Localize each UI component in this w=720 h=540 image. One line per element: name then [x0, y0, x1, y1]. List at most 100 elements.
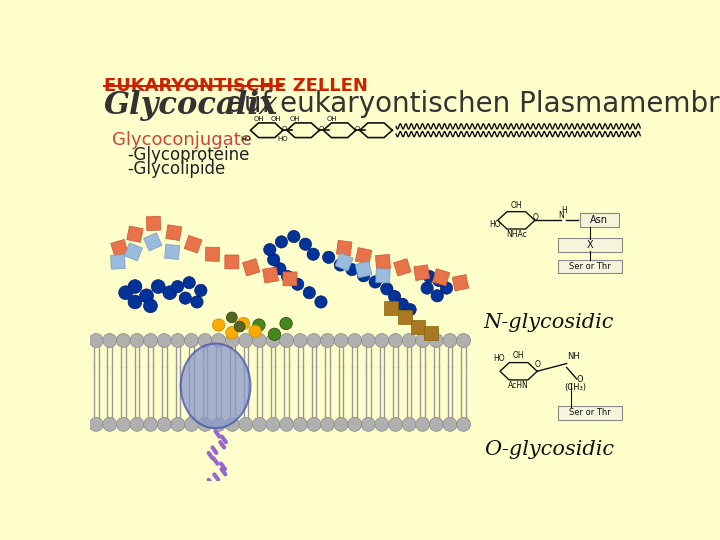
Circle shape	[225, 334, 239, 347]
Circle shape	[404, 303, 416, 316]
Circle shape	[249, 325, 261, 338]
Circle shape	[89, 417, 103, 431]
Circle shape	[357, 269, 370, 282]
Text: O: O	[533, 213, 539, 222]
Circle shape	[144, 334, 158, 347]
Circle shape	[226, 312, 238, 323]
Bar	[355, 247, 372, 264]
Circle shape	[171, 417, 185, 431]
Bar	[225, 255, 239, 269]
Bar	[414, 265, 430, 281]
Circle shape	[103, 417, 117, 431]
Circle shape	[346, 264, 358, 276]
Circle shape	[171, 280, 184, 293]
Circle shape	[163, 286, 177, 300]
Circle shape	[443, 417, 457, 431]
Circle shape	[320, 417, 335, 431]
Bar	[143, 233, 162, 251]
Circle shape	[103, 334, 117, 347]
Text: OH: OH	[513, 350, 524, 360]
Bar	[336, 240, 352, 256]
Circle shape	[157, 334, 171, 347]
Circle shape	[212, 417, 225, 431]
Circle shape	[282, 271, 294, 283]
Circle shape	[334, 334, 348, 347]
Circle shape	[151, 280, 165, 294]
Circle shape	[198, 417, 212, 431]
Circle shape	[334, 259, 346, 271]
Circle shape	[300, 238, 312, 251]
Circle shape	[194, 284, 207, 296]
Bar	[127, 226, 143, 242]
Bar	[376, 268, 390, 283]
Circle shape	[239, 334, 253, 347]
Circle shape	[157, 417, 171, 431]
Circle shape	[253, 319, 265, 331]
Circle shape	[429, 417, 444, 431]
Circle shape	[130, 417, 144, 431]
Circle shape	[429, 334, 444, 347]
FancyBboxPatch shape	[558, 260, 621, 273]
Text: Asn: Asn	[590, 215, 608, 225]
Circle shape	[267, 253, 280, 266]
Text: O: O	[577, 375, 583, 384]
Circle shape	[183, 276, 195, 289]
Circle shape	[320, 334, 335, 347]
Bar	[146, 216, 161, 231]
Circle shape	[456, 334, 471, 347]
Bar	[111, 255, 125, 269]
Text: O: O	[318, 126, 323, 132]
Circle shape	[287, 231, 300, 242]
Bar	[433, 269, 450, 286]
Bar	[394, 259, 411, 276]
Bar	[397, 310, 412, 325]
Circle shape	[456, 417, 471, 431]
Circle shape	[443, 334, 457, 347]
Text: HO: HO	[240, 137, 251, 143]
Circle shape	[348, 334, 361, 347]
Circle shape	[275, 236, 287, 248]
Circle shape	[375, 334, 389, 347]
Circle shape	[144, 417, 158, 431]
Text: Glycoconjugate: Glycoconjugate	[112, 131, 251, 149]
Circle shape	[303, 287, 315, 299]
Circle shape	[361, 334, 375, 347]
Text: (CH₃): (CH₃)	[564, 383, 586, 391]
Circle shape	[234, 321, 245, 332]
Text: -Glycoproteine: -Glycoproteine	[127, 146, 250, 164]
Bar	[335, 253, 354, 271]
Bar	[184, 235, 202, 253]
Circle shape	[423, 271, 436, 283]
Circle shape	[388, 291, 401, 303]
Bar	[424, 326, 438, 340]
Bar	[243, 259, 260, 276]
Circle shape	[307, 417, 321, 431]
Circle shape	[143, 299, 158, 313]
Bar	[283, 272, 297, 286]
Text: OH: OH	[510, 200, 522, 210]
Circle shape	[293, 417, 307, 431]
Circle shape	[266, 334, 280, 347]
Text: Glycocalix: Glycocalix	[104, 90, 278, 121]
Circle shape	[431, 289, 444, 302]
Circle shape	[140, 289, 153, 303]
Circle shape	[253, 334, 266, 347]
Bar	[263, 267, 279, 283]
FancyBboxPatch shape	[580, 213, 618, 227]
Circle shape	[389, 417, 402, 431]
Circle shape	[348, 417, 361, 431]
Bar	[411, 320, 425, 334]
Circle shape	[293, 334, 307, 347]
FancyBboxPatch shape	[558, 406, 621, 420]
Text: Ser or Thr: Ser or Thr	[569, 262, 611, 271]
Circle shape	[441, 282, 453, 294]
Text: O: O	[282, 126, 287, 132]
Text: X: X	[587, 240, 593, 250]
Circle shape	[280, 318, 292, 330]
Text: H: H	[561, 206, 567, 215]
Circle shape	[274, 262, 286, 275]
FancyBboxPatch shape	[558, 238, 621, 252]
Circle shape	[130, 334, 144, 347]
Bar	[205, 247, 220, 261]
Text: HO: HO	[277, 137, 287, 143]
